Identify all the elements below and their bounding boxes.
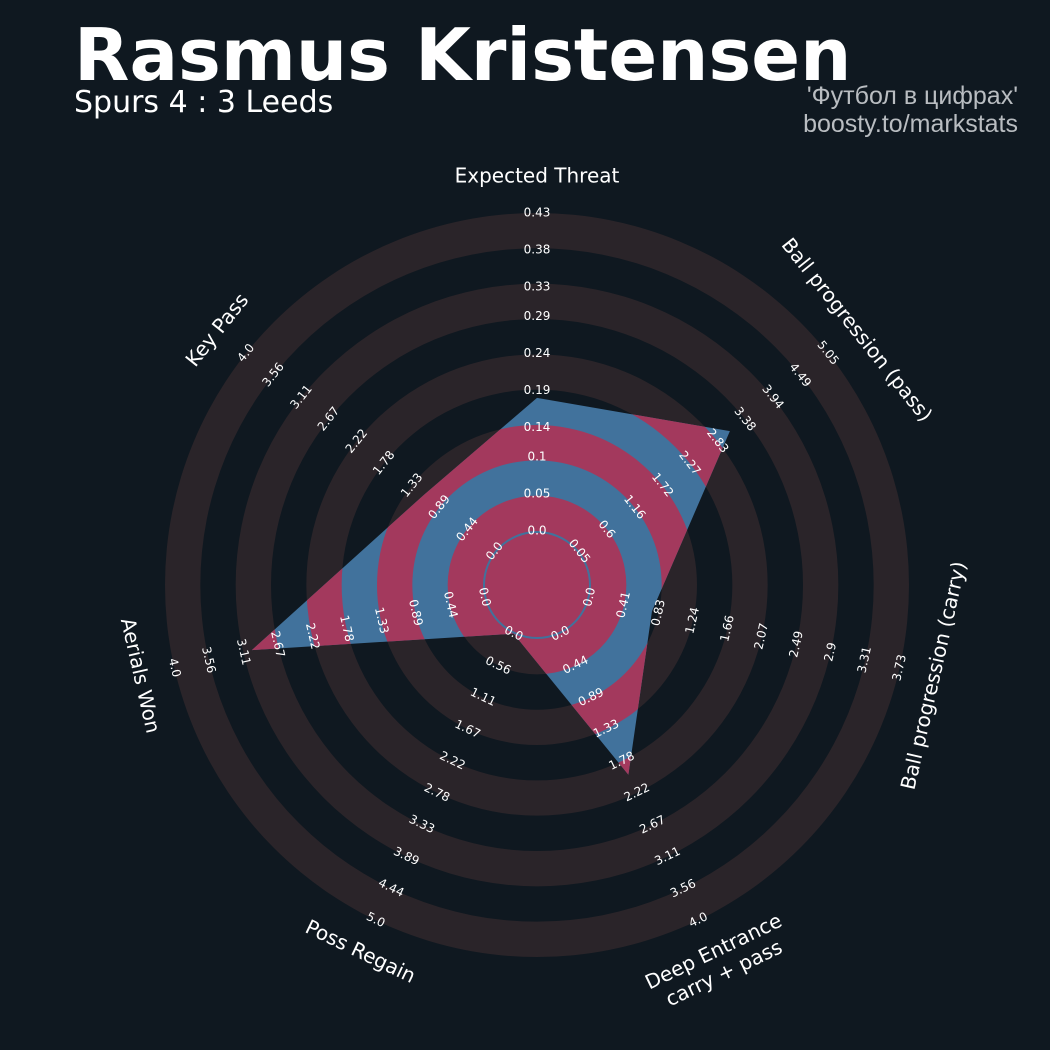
tick-label: 0.89 — [406, 598, 426, 627]
tick-label: 0.19 — [524, 383, 551, 397]
tick-label: 0.33 — [524, 279, 551, 293]
chart-subtitle: Spurs 4 : 3 Leeds — [74, 85, 333, 120]
tick-label: 0.14 — [524, 420, 551, 434]
credit: boosty.to/markstats — [803, 110, 1018, 138]
tick-label: 0.83 — [648, 598, 668, 627]
tick-label: 2.9 — [821, 641, 839, 663]
tick-label: 0.0 — [580, 586, 598, 608]
tick-label: 0.1 — [527, 450, 546, 464]
tick-label: 0.0 — [527, 524, 546, 538]
tick-label: 3.31 — [854, 645, 874, 674]
tick-label: 0.0 — [476, 586, 494, 608]
tick-label: 2.07 — [751, 622, 771, 651]
tick-label: 2.49 — [786, 630, 806, 659]
tick-label: 2.67 — [268, 630, 288, 659]
tick-label: 1.33 — [372, 606, 392, 635]
tick-label: 1.66 — [717, 614, 737, 643]
tick-label: 0.44 — [441, 590, 461, 619]
ring-fill — [447, 495, 627, 675]
tick-label: 0.05 — [524, 487, 551, 501]
tick-label: 3.56 — [199, 645, 219, 674]
axis-label: Expected Threat — [455, 164, 620, 188]
tick-label: 0.38 — [524, 242, 551, 256]
tick-label: 3.11 — [234, 637, 254, 666]
ring-fill — [485, 533, 589, 637]
credit: 'Футбол в цифрах' — [807, 82, 1018, 110]
tick-label: 1.24 — [682, 606, 702, 635]
tick-label: 0.29 — [524, 309, 551, 323]
tick-label: 0.24 — [524, 346, 551, 360]
tick-label: 4.0 — [166, 657, 184, 679]
tick-label: 1.78 — [337, 614, 357, 643]
tick-label: 3.73 — [889, 653, 909, 682]
chart-title: Rasmus Kristensen — [74, 13, 851, 97]
tick-label: 0.41 — [613, 590, 633, 619]
tick-label: 0.43 — [524, 206, 551, 220]
tick-label: 2.22 — [303, 622, 323, 651]
